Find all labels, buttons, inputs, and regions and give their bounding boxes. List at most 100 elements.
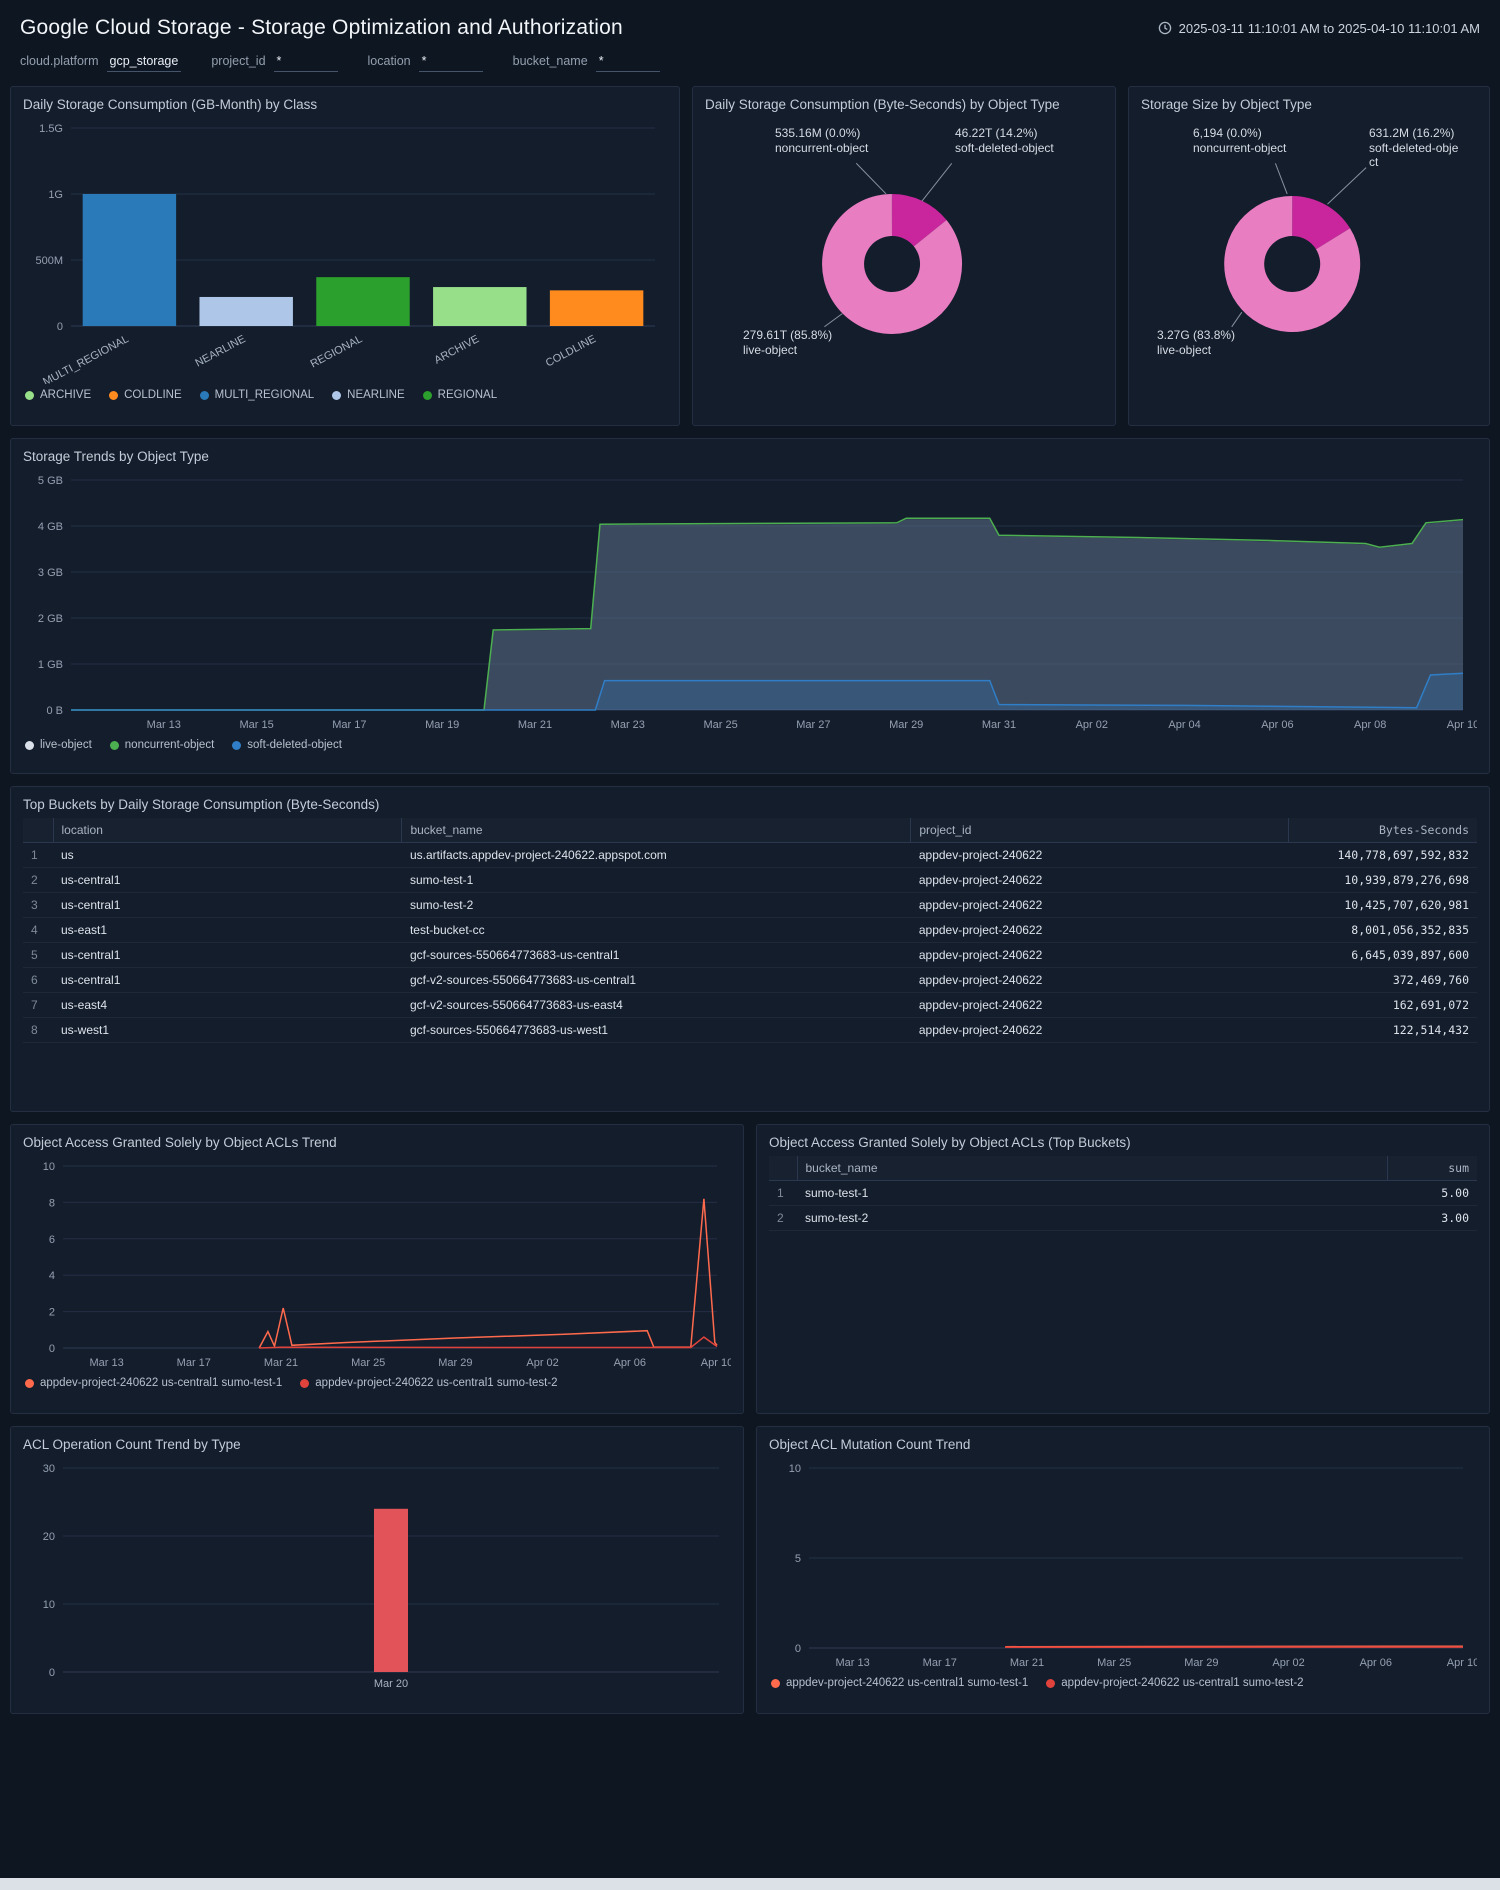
legend-item[interactable]: MULTI_REGIONAL — [199, 389, 315, 401]
row-index: 8 — [23, 1017, 53, 1043]
acl-ops-bar-chart[interactable]: 0 10 20 30 Mar 20 — [23, 1458, 731, 1698]
svg-text:500M: 500M — [35, 255, 63, 267]
column-header-bytes-seconds[interactable]: Bytes-Seconds — [1288, 818, 1477, 843]
svg-text:NEARLINE: NEARLINE — [193, 333, 247, 369]
row-index: 4 — [23, 917, 53, 943]
svg-text:Mar 21: Mar 21 — [1010, 1657, 1044, 1669]
table-cell: 122,514,432 — [1288, 1017, 1477, 1043]
legend-item[interactable]: ARCHIVE — [25, 389, 91, 401]
index-column-header — [23, 818, 53, 843]
filter-value-input[interactable]: * — [273, 54, 338, 72]
table-cell: gcf-sources-550664773683-us-central1 — [401, 942, 911, 968]
svg-text:Mar 13: Mar 13 — [147, 719, 181, 731]
table-row: 7 us-east4 gcf-v2-sources-550664773683-us-… — [23, 992, 1477, 1018]
legend-item[interactable]: soft-deleted-object — [232, 739, 342, 751]
table-cell: us-central1 — [53, 942, 402, 968]
svg-text:Apr 06: Apr 06 — [1261, 719, 1293, 731]
chart-legend: appdev-project-240622 us-central1 sumo-t… — [23, 1372, 731, 1389]
column-header-bucket-name[interactable]: bucket_name — [796, 1156, 1387, 1181]
svg-text:5 GB: 5 GB — [38, 475, 63, 487]
filter-value-input[interactable]: * — [418, 54, 483, 72]
legend-label: appdev-project-240622 us-central1 sumo-t… — [315, 1377, 558, 1389]
legend-dot — [109, 740, 119, 750]
svg-text:Mar 29: Mar 29 — [889, 719, 923, 731]
svg-text:Apr 10: Apr 10 — [1447, 1657, 1477, 1669]
table-row: 8 us-west1 gcf-sources-550664773683-us-wes… — [23, 1017, 1477, 1043]
table-cell: 372,469,760 — [1288, 967, 1477, 993]
legend-item[interactable]: live-object — [25, 739, 92, 751]
svg-text:Mar 31: Mar 31 — [982, 719, 1016, 731]
acl-mutation-chart[interactable]: 0 5 10 Mar 13 Mar 17 Mar 21 Mar 25 Mar 29 Apr 02… — [769, 1458, 1477, 1672]
column-header-bucket-name[interactable]: bucket_name — [401, 818, 911, 843]
filter-label: project_id — [211, 54, 266, 68]
legend-label: MULTI_REGIONAL — [214, 389, 315, 401]
table-row: 3 us-central1 sumo-test-2 appdev-project-24… — [23, 892, 1477, 918]
svg-text:Mar 19: Mar 19 — [425, 719, 459, 731]
legend-label: appdev-project-240622 us-central1 sumo-t… — [1061, 1677, 1304, 1689]
svg-text:Apr 02: Apr 02 — [1272, 1657, 1304, 1669]
legend-label: soft-deleted-object — [247, 739, 342, 751]
svg-text:30: 30 — [43, 1463, 55, 1475]
filter-value-input[interactable]: * — [595, 54, 660, 72]
panel-title: Storage Size by Object Type — [1141, 97, 1312, 112]
table-cell: appdev-project-240622 — [910, 1017, 1289, 1043]
legend-item[interactable]: COLDLINE — [109, 389, 182, 401]
bytes-donut-chart[interactable] — [705, 118, 1103, 410]
legend-item[interactable]: appdev-project-240622 us-central1 sumo-t… — [1046, 1677, 1304, 1689]
storage-trends-chart[interactable]: 0 B 1 GB 2 GB 3 GB 4 GB 5 GB Mar 13 Mar 15 Mar 1… — [23, 470, 1477, 734]
size-donut-chart[interactable] — [1141, 118, 1477, 410]
table-cell: 5.00 — [1387, 1180, 1477, 1206]
svg-text:Apr 08: Apr 08 — [1354, 719, 1386, 731]
svg-text:Mar 21: Mar 21 — [518, 719, 552, 731]
chart-legend: appdev-project-240622 us-central1 sumo-t… — [769, 1672, 1477, 1689]
table-cell: 162,691,072 — [1288, 992, 1477, 1018]
column-header-location[interactable]: location — [52, 818, 402, 843]
legend-item[interactable]: appdev-project-240622 us-central1 sumo-t… — [771, 1677, 1028, 1689]
svg-text:10: 10 — [43, 1161, 55, 1173]
clock-icon — [1158, 21, 1171, 35]
filter-value-input[interactable]: gcp_storage — [106, 54, 182, 72]
svg-text:Mar 25: Mar 25 — [351, 1357, 385, 1369]
legend-dot — [25, 390, 34, 400]
top-buckets-table: location bucket_name project_id Bytes-Secon… — [23, 818, 1477, 1043]
time-range-control[interactable]: 2025-03-11 11:10:01 AM to 2025-04-10 11:… — [1158, 21, 1480, 36]
svg-text:Mar 15: Mar 15 — [239, 719, 273, 731]
table-cell: us-central1 — [53, 967, 402, 993]
column-header-project-id[interactable]: project_id — [910, 818, 1289, 843]
svg-text:Apr 02: Apr 02 — [1076, 719, 1108, 731]
table-cell: gcf-sources-550664773683-us-west1 — [401, 1017, 911, 1043]
legend-item[interactable]: noncurrent-object — [109, 739, 214, 751]
row-index: 1 — [23, 842, 53, 868]
filter-bucket-name: bucket_name * — [513, 54, 660, 72]
svg-text:3 GB: 3 GB — [38, 567, 63, 579]
legend-label: live-object — [40, 739, 92, 751]
table-cell: 10,939,879,276,698 — [1288, 867, 1477, 893]
svg-text:Mar 13: Mar 13 — [89, 1357, 123, 1369]
legend-item[interactable]: NEARLINE — [332, 389, 405, 401]
chart-legend: live-object noncurrent-object soft-deleted… — [23, 734, 1477, 751]
table-cell: appdev-project-240622 — [910, 892, 1289, 918]
panel-top-buckets: Top Buckets by Daily Storage Consumption… — [10, 786, 1490, 1112]
legend-item[interactable]: appdev-project-240622 us-central1 sumo-t… — [300, 1377, 558, 1389]
legend-label: COLDLINE — [124, 389, 182, 401]
table-row: 2 us-central1 sumo-test-1 appdev-project-24… — [23, 867, 1477, 893]
svg-text:6: 6 — [49, 1234, 55, 1246]
filter-label: bucket_name — [512, 54, 588, 68]
svg-text:COLDLINE: COLDLINE — [544, 333, 598, 369]
svg-text:MULTI_REGIONAL: MULTI_REGIONAL — [41, 333, 131, 384]
panel-title: Daily Storage Consumption (Byte-Seconds)… — [705, 97, 1060, 112]
legend-item[interactable]: appdev-project-240622 us-central1 sumo-t… — [25, 1377, 282, 1389]
panel-acl-trend: Object Access Granted Solely by Object A… — [10, 1124, 744, 1414]
panel-title: Object ACL Mutation Count Trend — [769, 1437, 971, 1452]
time-range-label: 2025-03-11 11:10:01 AM to 2025-04-10 11:… — [1178, 20, 1480, 36]
legend-dot — [300, 1378, 310, 1388]
acl-trend-chart[interactable]: 0 2 4 6 8 10 Mar 13 Mar 17 Mar 21 Mar 25 Mar 29 Apr… — [23, 1156, 731, 1372]
svg-text:Apr 10: Apr 10 — [701, 1357, 731, 1369]
svg-text:Apr 06: Apr 06 — [614, 1357, 646, 1369]
filter-bar: cloud.platform gcp_storage project_id * loca… — [0, 48, 1500, 86]
legend-item[interactable]: REGIONAL — [422, 389, 497, 401]
storage-class-bar-chart[interactable]: 0 500M 1G 1.5G MULTI_REGIONAL NEARLINE REGIONA… — [23, 118, 667, 384]
column-header-sum[interactable]: sum — [1386, 1156, 1477, 1181]
table-cell: appdev-project-240622 — [910, 867, 1289, 893]
legend-dot — [25, 740, 34, 750]
